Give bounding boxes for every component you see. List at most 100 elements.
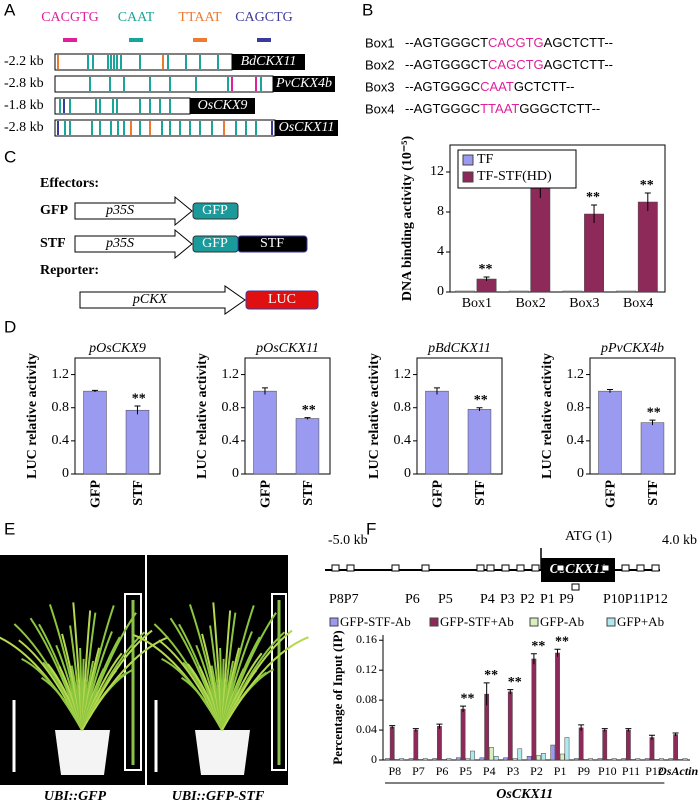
y-tick-label: 0.4 bbox=[567, 433, 585, 448]
x-tick-label: P2 bbox=[530, 764, 543, 778]
primer-label: P4 bbox=[480, 592, 495, 607]
promoter-arrow bbox=[74, 195, 193, 227]
y-tick-label: 0 bbox=[577, 466, 584, 481]
bar bbox=[630, 759, 636, 761]
bar bbox=[432, 758, 438, 761]
y-tick-label: 4 bbox=[437, 244, 444, 259]
bar bbox=[530, 185, 551, 293]
primer-box bbox=[501, 564, 510, 572]
promoter-arrow bbox=[79, 285, 246, 315]
significance: ** bbox=[508, 675, 522, 690]
error-bar bbox=[530, 653, 537, 665]
sequences: Box1 --AGTGGGCTCACGTGAGCTCTT-- Box2 --AGTGG… bbox=[365, 35, 613, 116]
x-tick-label: P11 bbox=[622, 764, 640, 778]
bar bbox=[640, 422, 665, 475]
bar bbox=[455, 757, 461, 761]
error-bar bbox=[91, 389, 98, 392]
bar bbox=[635, 758, 641, 761]
bar bbox=[531, 658, 537, 761]
sequence: --AGTGGGCTCAGCTGAGCTCTT-- bbox=[405, 57, 613, 72]
bar bbox=[659, 758, 664, 761]
primer-box bbox=[601, 564, 610, 572]
bar bbox=[83, 390, 107, 475]
bar bbox=[644, 758, 650, 761]
bar bbox=[673, 734, 678, 761]
primer-label: P9 bbox=[559, 592, 574, 607]
x-tick-label: Box4 bbox=[623, 296, 653, 311]
primer-box bbox=[556, 564, 565, 572]
bar bbox=[602, 729, 608, 761]
bar bbox=[385, 758, 390, 761]
gfp-box-label: GFP bbox=[202, 203, 228, 218]
reporter-label: Reporter: bbox=[40, 263, 99, 278]
bar bbox=[517, 748, 523, 761]
y-tick-label: 0.4 bbox=[222, 433, 240, 448]
primer-label: P1 bbox=[540, 592, 555, 607]
primer-box bbox=[516, 564, 525, 572]
legend-swatch bbox=[462, 171, 474, 183]
inset bbox=[124, 593, 142, 771]
photo-caption: UBI::GFP-STF bbox=[172, 789, 265, 804]
sequence-part: AGCTCTT-- bbox=[544, 57, 613, 72]
primer-box bbox=[636, 564, 645, 572]
reporter-promoter-label: pCKX bbox=[132, 292, 168, 307]
y-tick-label: 0.4 bbox=[394, 433, 412, 448]
bar bbox=[389, 726, 395, 761]
primer-box bbox=[476, 564, 485, 572]
bar bbox=[418, 759, 423, 761]
significance: ** bbox=[132, 391, 146, 406]
bar bbox=[441, 759, 447, 761]
motif-key bbox=[257, 38, 271, 42]
bar bbox=[446, 758, 452, 761]
sequence-part: TTAAT bbox=[480, 101, 519, 116]
panel-label: B bbox=[362, 0, 373, 19]
y-tick-label: 0.08 bbox=[356, 692, 377, 706]
motif-key bbox=[193, 38, 207, 42]
bar bbox=[437, 726, 442, 761]
motif-label: CACGTG bbox=[41, 10, 99, 25]
significance: ** bbox=[647, 405, 661, 420]
bar bbox=[465, 758, 471, 761]
gene-map: -5.0 kb 4.0 kb ATG (1) OsCKX11 P8P7 P6 P… bbox=[325, 529, 697, 607]
x-tick-label: STF bbox=[131, 480, 146, 506]
y-tick-label: 0 bbox=[232, 466, 239, 481]
bar bbox=[607, 759, 612, 761]
plot-frame bbox=[589, 357, 676, 475]
legend-swatch bbox=[429, 617, 439, 627]
x-tick-label: GFP bbox=[88, 480, 103, 508]
error-bar bbox=[625, 728, 632, 732]
primer-box bbox=[331, 564, 340, 572]
error-bar bbox=[672, 732, 679, 737]
gene-label: OsCKX9 bbox=[198, 98, 248, 113]
sequence-part: CACGTG bbox=[488, 35, 544, 50]
bar bbox=[467, 409, 492, 475]
error-bar bbox=[578, 724, 585, 731]
y-tick-label: 12 bbox=[430, 164, 444, 179]
bar bbox=[460, 708, 466, 761]
bar bbox=[564, 737, 570, 761]
x-tick-label: STF bbox=[646, 480, 661, 506]
x-tick-label: P6 bbox=[436, 764, 449, 778]
bar bbox=[550, 744, 556, 761]
bar bbox=[422, 758, 428, 761]
significance: ** bbox=[586, 190, 600, 205]
x-tick-label: P10 bbox=[598, 764, 617, 778]
bar bbox=[562, 290, 583, 293]
x-tick-label: P8 bbox=[388, 764, 401, 778]
error-bar bbox=[261, 387, 268, 395]
chart-title: pPvCKX4b bbox=[600, 341, 664, 356]
plot-frame bbox=[244, 357, 331, 475]
bar bbox=[598, 390, 622, 475]
sequence-part: GCTCTT-- bbox=[514, 79, 575, 94]
y-tick-label: 1.2 bbox=[394, 367, 412, 382]
error-bar bbox=[554, 648, 561, 657]
x-tick-label: P4 bbox=[483, 764, 496, 778]
gfp-box-label: GFP bbox=[202, 236, 228, 251]
error-bar bbox=[649, 419, 656, 426]
bar bbox=[555, 652, 560, 761]
legend-label: GFP-Ab bbox=[540, 614, 584, 629]
motif-key bbox=[63, 38, 77, 42]
bar bbox=[677, 759, 683, 761]
primer-box bbox=[621, 564, 630, 572]
x-tick-label: STF bbox=[301, 480, 316, 506]
